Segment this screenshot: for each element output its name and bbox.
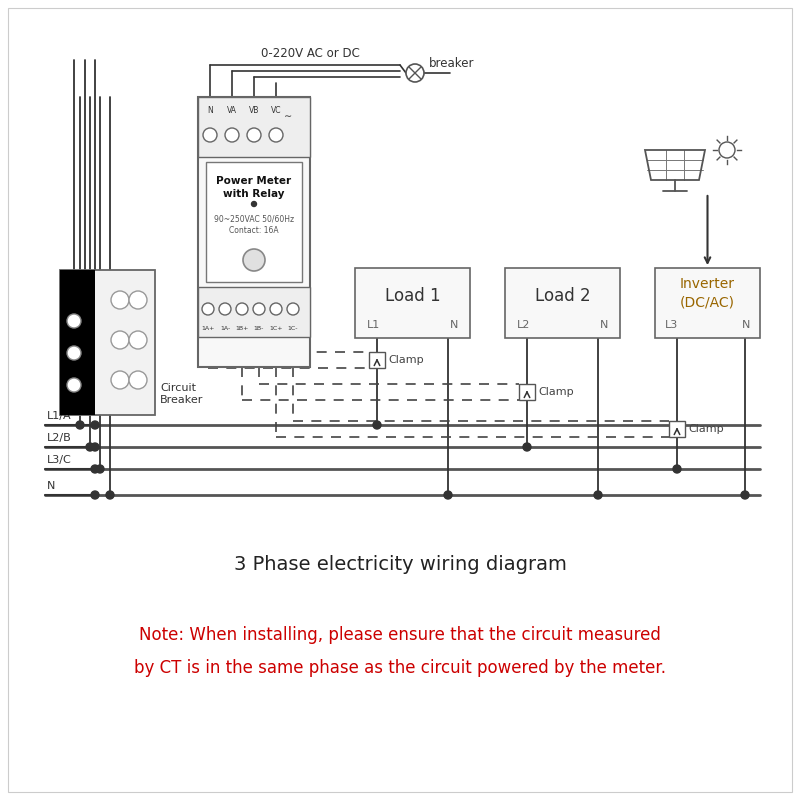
Circle shape (76, 421, 84, 429)
Circle shape (673, 465, 681, 473)
Circle shape (444, 491, 452, 499)
Circle shape (91, 443, 99, 451)
Text: 1A-: 1A- (220, 326, 230, 331)
Circle shape (111, 291, 129, 309)
Bar (505, 268, 620, 338)
Text: 0-220V AC or DC: 0-220V AC or DC (261, 47, 359, 60)
Bar (369, 352, 385, 368)
Circle shape (269, 128, 283, 142)
Bar (655, 268, 760, 338)
Circle shape (111, 331, 129, 349)
Text: by CT is in the same phase as the circuit powered by the meter.: by CT is in the same phase as the circui… (134, 659, 666, 677)
Text: Circuit
Breaker: Circuit Breaker (160, 383, 203, 405)
Text: L2/B: L2/B (47, 433, 72, 443)
Circle shape (91, 491, 99, 499)
Bar (198, 97, 310, 367)
Circle shape (251, 202, 257, 206)
Circle shape (202, 303, 214, 315)
Text: with Relay: with Relay (223, 189, 285, 199)
Text: Clamp: Clamp (538, 387, 574, 397)
Circle shape (129, 371, 147, 389)
Circle shape (91, 465, 99, 473)
Circle shape (406, 64, 424, 82)
Circle shape (270, 303, 282, 315)
Text: L2: L2 (517, 320, 530, 330)
Text: 1B+: 1B+ (235, 326, 249, 331)
Text: N: N (47, 481, 55, 491)
Bar (519, 384, 535, 400)
Text: N: N (742, 320, 750, 330)
Text: ⏻: ⏻ (250, 253, 258, 267)
Circle shape (96, 465, 104, 473)
Text: VC: VC (270, 106, 282, 115)
Circle shape (594, 491, 602, 499)
Text: Power Meter: Power Meter (217, 176, 291, 186)
Text: breaker: breaker (429, 57, 474, 70)
Circle shape (373, 421, 381, 429)
Circle shape (67, 314, 81, 328)
Circle shape (219, 303, 231, 315)
Circle shape (287, 303, 299, 315)
Circle shape (225, 128, 239, 142)
Text: L3/C: L3/C (47, 455, 72, 465)
Bar (60, 270, 95, 415)
Text: 1A+: 1A+ (202, 326, 214, 331)
Text: Load 2: Load 2 (534, 287, 590, 305)
Text: 1C+: 1C+ (270, 326, 282, 331)
Text: Clamp: Clamp (688, 424, 724, 434)
Circle shape (106, 491, 114, 499)
Bar (669, 421, 685, 437)
Text: VB: VB (249, 106, 259, 115)
Text: $\sim$: $\sim$ (282, 109, 294, 119)
Bar (355, 268, 470, 338)
Bar (206, 162, 302, 282)
Text: Note: When installing, please ensure that the circuit measured: Note: When installing, please ensure tha… (139, 626, 661, 644)
Text: 90~250VAC 50/60Hz: 90~250VAC 50/60Hz (214, 214, 294, 223)
Text: 3 Phase electricity wiring diagram: 3 Phase electricity wiring diagram (234, 555, 566, 574)
Text: VA: VA (227, 106, 237, 115)
Text: N: N (207, 106, 213, 115)
Text: Clamp: Clamp (388, 355, 424, 365)
Circle shape (67, 346, 81, 360)
Circle shape (719, 142, 735, 158)
Text: Inverter
(DC/AC): Inverter (DC/AC) (680, 277, 735, 309)
Circle shape (523, 443, 531, 451)
Circle shape (129, 331, 147, 349)
Circle shape (203, 128, 217, 142)
Circle shape (253, 303, 265, 315)
Bar (198, 287, 310, 337)
Text: N: N (600, 320, 608, 330)
Bar (60, 270, 155, 415)
Circle shape (86, 443, 94, 451)
Bar (198, 97, 310, 157)
Circle shape (247, 128, 261, 142)
Text: L3: L3 (665, 320, 678, 330)
Circle shape (741, 491, 749, 499)
Circle shape (67, 378, 81, 392)
Text: 1B-: 1B- (254, 326, 264, 331)
Circle shape (111, 371, 129, 389)
Circle shape (243, 249, 265, 271)
Text: Contact: 16A: Contact: 16A (229, 226, 279, 235)
Text: 1C-: 1C- (288, 326, 298, 331)
Circle shape (236, 303, 248, 315)
Text: Load 1: Load 1 (385, 287, 440, 305)
Circle shape (129, 291, 147, 309)
Text: L1: L1 (367, 320, 380, 330)
Text: L1/A: L1/A (47, 411, 72, 421)
Text: N: N (450, 320, 458, 330)
Circle shape (91, 421, 99, 429)
